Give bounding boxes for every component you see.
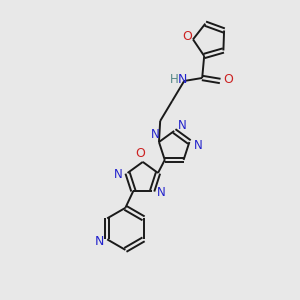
Text: N: N (157, 186, 166, 200)
Text: N: N (194, 139, 203, 152)
Text: N: N (178, 74, 187, 86)
Text: N: N (151, 128, 159, 140)
Text: N: N (178, 119, 187, 133)
Text: N: N (94, 235, 104, 248)
Text: O: O (182, 30, 192, 43)
Text: N: N (114, 169, 123, 182)
Text: O: O (223, 74, 233, 86)
Text: H: H (170, 74, 178, 86)
Text: O: O (135, 147, 145, 161)
